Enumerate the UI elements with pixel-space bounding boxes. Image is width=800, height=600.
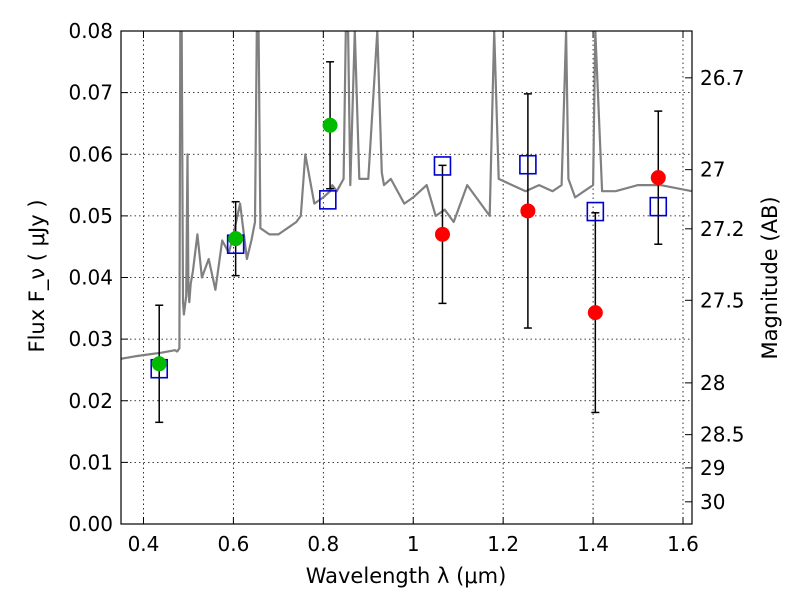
green-point <box>322 117 338 133</box>
model-point-square <box>519 154 537 175</box>
data-points <box>150 117 668 379</box>
model-spectrum <box>121 31 692 360</box>
grid-lines <box>121 30 692 525</box>
right-tick-label: 27.2 <box>700 217 745 241</box>
y-tick-label: 0.06 <box>68 142 113 166</box>
x-axis-label: Wavelength λ (μm) <box>306 564 507 588</box>
y-tick-label: 0.05 <box>68 204 113 228</box>
model-point-square <box>319 190 337 210</box>
x-tick-label: 0.6 <box>217 532 249 556</box>
x-tick-label: 1 <box>407 532 420 556</box>
x-tick-label: 1.2 <box>487 532 519 556</box>
right-tick-label: 27 <box>700 158 725 182</box>
y-tick-label: 0.01 <box>68 450 113 474</box>
red-point <box>650 170 666 186</box>
model-point-square <box>649 196 668 217</box>
y-tick-label: 0.03 <box>68 327 113 351</box>
right-tick-label: 28.5 <box>700 423 745 447</box>
x-tick-label: 1.6 <box>667 532 699 556</box>
y-tick-label: 0.07 <box>68 81 113 105</box>
right-tick-label: 27.5 <box>700 288 745 312</box>
right-axis-label: Magnitude (AB) <box>758 196 782 359</box>
green-point <box>228 231 244 247</box>
y-tick-label: 0.08 <box>68 19 113 43</box>
right-tick-label: 29 <box>700 456 725 480</box>
y-axis-label: Flux F_ν ( μJy ) <box>25 199 50 352</box>
right-tick-label: 28 <box>700 371 725 395</box>
right-tick-label: 30 <box>700 490 725 514</box>
y-tick-label: 0.02 <box>68 389 113 413</box>
green-point <box>151 356 167 372</box>
red-point <box>434 226 450 242</box>
red-point <box>587 305 603 321</box>
x-tick-label: 0.8 <box>307 532 339 556</box>
model-point-square <box>433 156 452 176</box>
y-tick-label: 0.00 <box>68 512 113 536</box>
red-point <box>520 203 536 219</box>
model-spectrum-line <box>121 31 692 360</box>
right-tick-label: 26.7 <box>700 66 745 90</box>
y-tick-label: 0.04 <box>68 266 113 290</box>
x-tick-label: 1.4 <box>577 532 609 556</box>
axis-ticks: 0.4 0.6 0.8 1 1.2 1.4 1.6 0.00 0.01 0.02 0.03 0.04 0… <box>68 19 744 556</box>
x-tick-label: 0.4 <box>128 532 160 556</box>
model-point-square <box>586 201 605 222</box>
